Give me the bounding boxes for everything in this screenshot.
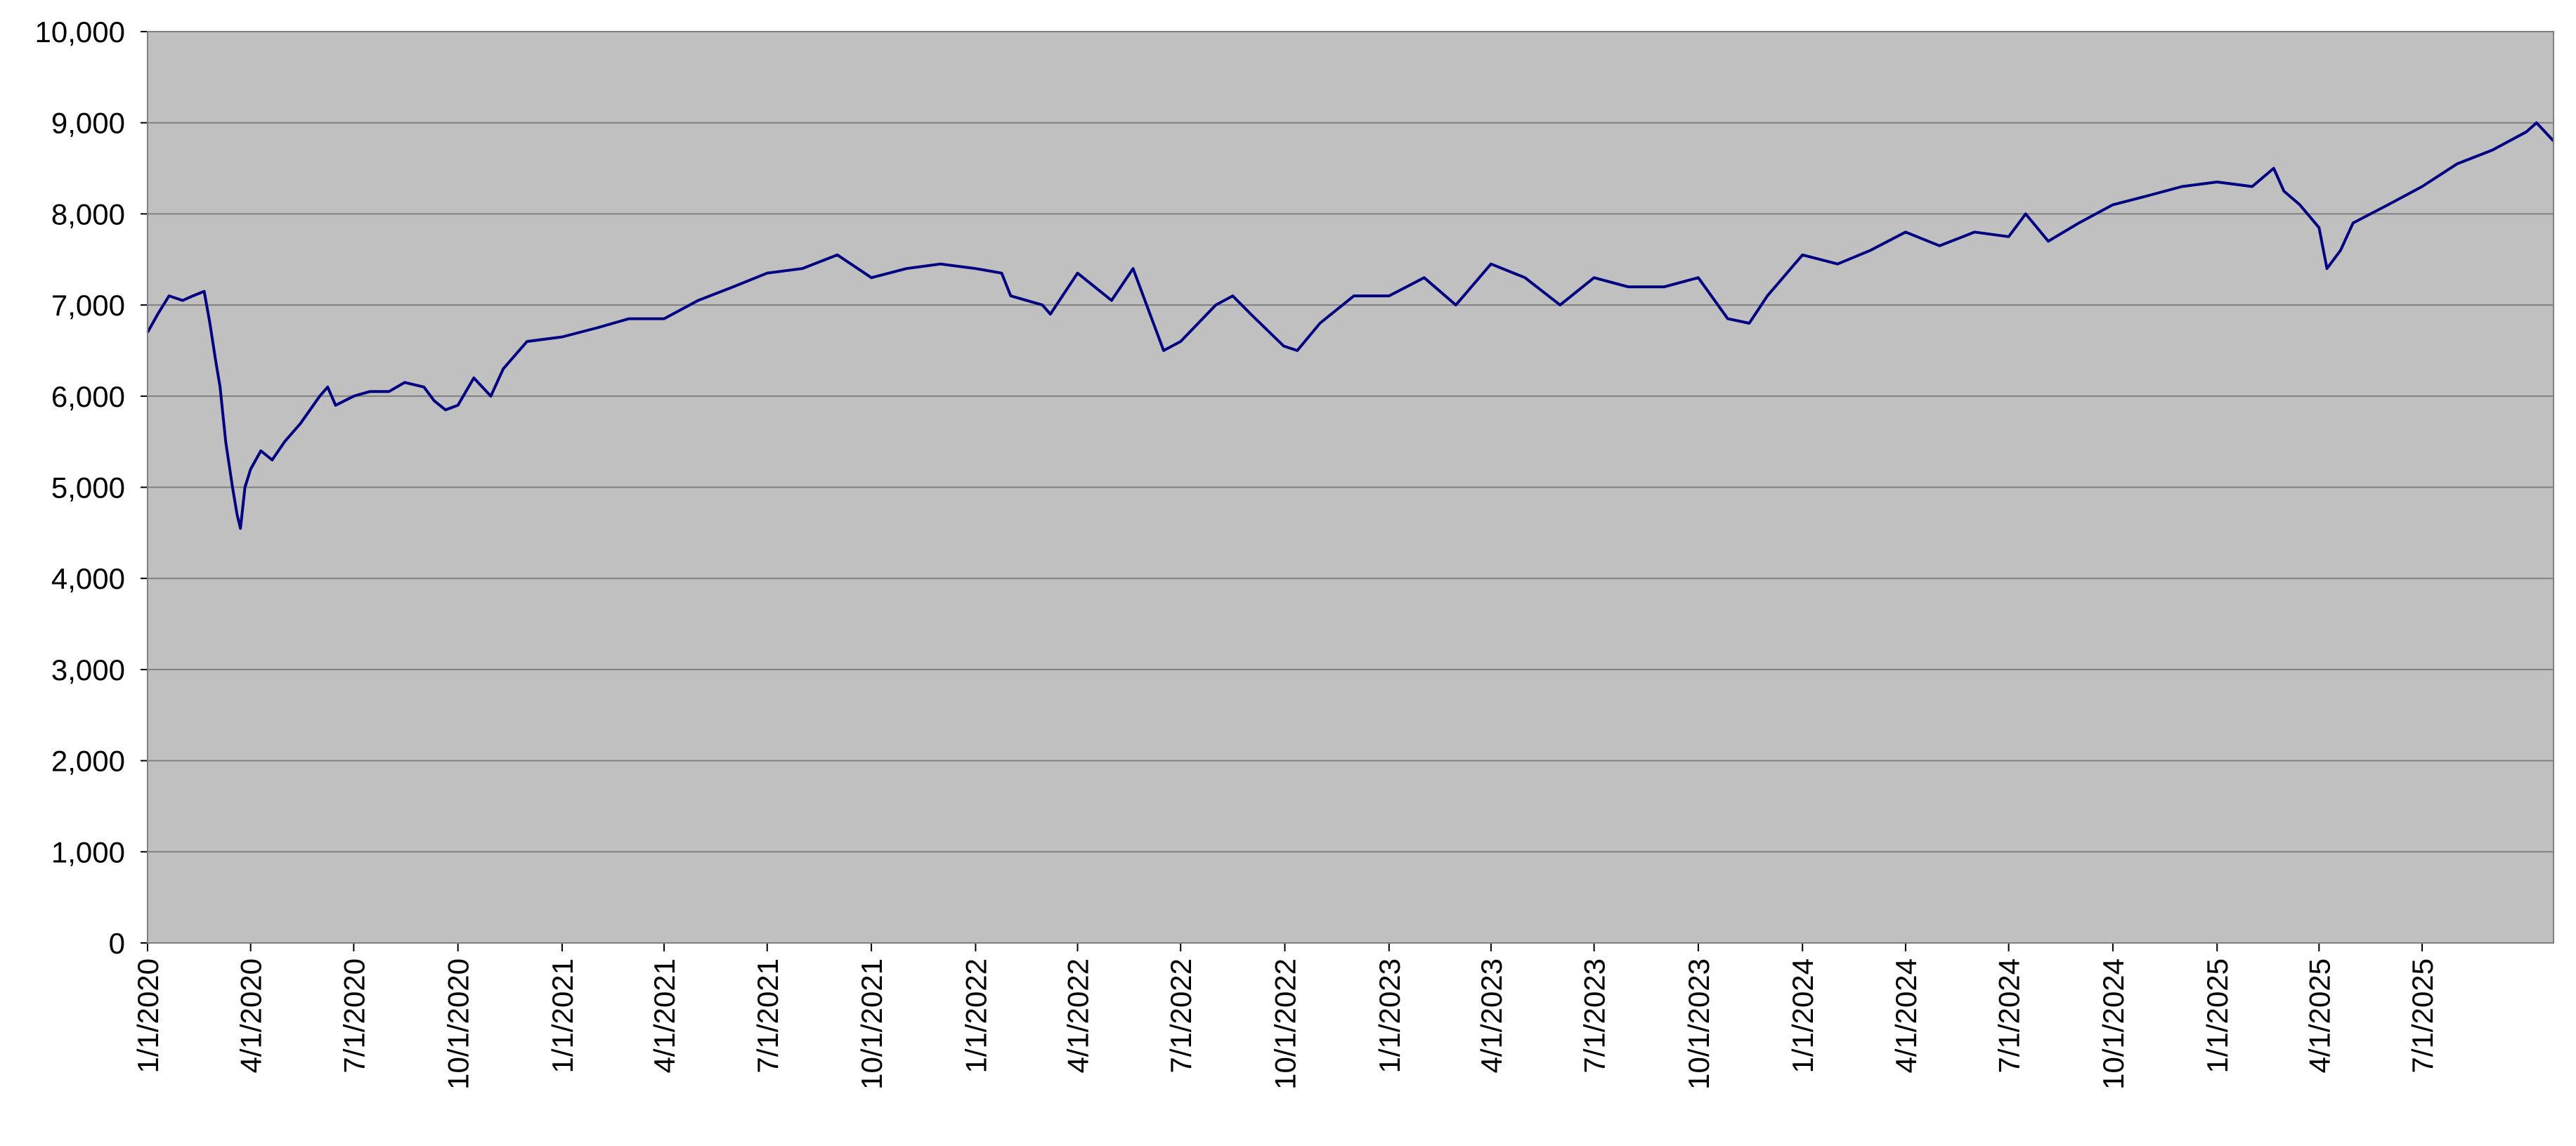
y-tick-label: 10,000 [35,15,125,48]
x-tick-label: 4/1/2025 [2303,958,2336,1074]
series-line [146,121,2555,530]
y-tick-label: 1,000 [51,835,125,868]
y-tick-label: 5,000 [51,471,125,504]
x-tick-label: 1/1/2025 [2201,958,2234,1074]
x-tick-label: 10/1/2021 [855,958,888,1090]
x-tick-label: 4/1/2021 [648,958,681,1074]
x-axis-tick-labels: 1/1/2020 4/1/2020 7/1/2020 10/1/2020 1/1/202… [131,943,2439,1090]
y-tick-label: 7,000 [51,289,125,322]
y-tick-label: 4,000 [51,562,125,595]
x-tick-label: 4/1/2020 [235,958,268,1074]
x-tick-label: 1/1/2023 [1373,958,1406,1074]
y-tick-label: 0 [109,927,125,960]
x-tick-label: 10/1/2022 [1269,958,1302,1090]
y-tick-label: 9,000 [51,107,125,140]
x-tick-label: 1/1/2022 [959,958,992,1074]
y-tick-label: 3,000 [51,653,125,686]
x-tick-label: 4/1/2023 [1475,958,1508,1074]
x-tick-label: 10/1/2020 [442,958,475,1090]
gridlines [148,122,2554,853]
y-axis-tick-labels: 0 1,000 2,000 3,000 4,000 5,000 6,000 7,000 8,00… [35,15,148,960]
y-tick-label: 2,000 [51,745,125,778]
x-tick-label: 1/1/2024 [1786,958,1819,1074]
plot-border [147,31,2554,944]
x-tick-label: 4/1/2024 [1889,958,1923,1074]
y-tick-label: 8,000 [51,197,125,230]
x-tick-label: 7/1/2023 [1578,958,1611,1074]
x-tick-label: 7/1/2025 [2406,958,2439,1074]
x-tick-label: 1/1/2020 [131,958,164,1074]
x-tick-label: 10/1/2023 [1682,958,1715,1090]
x-tick-label: 7/1/2021 [751,958,784,1074]
x-tick-label: 10/1/2024 [2097,958,2130,1090]
x-tick-label: 4/1/2022 [1061,958,1094,1074]
y-tick-label: 6,000 [51,380,125,413]
x-tick-label: 7/1/2022 [1164,958,1197,1074]
x-tick-label: 1/1/2021 [546,958,579,1074]
x-tick-label: 7/1/2020 [337,958,370,1074]
x-tick-label: 7/1/2024 [1993,958,2026,1074]
